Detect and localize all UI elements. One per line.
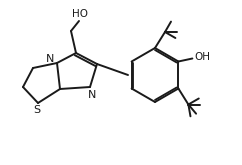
Text: N: N <box>88 90 96 100</box>
Text: N: N <box>46 54 54 64</box>
Text: HO: HO <box>72 9 88 19</box>
Text: OH: OH <box>194 52 210 63</box>
Text: S: S <box>33 105 41 115</box>
